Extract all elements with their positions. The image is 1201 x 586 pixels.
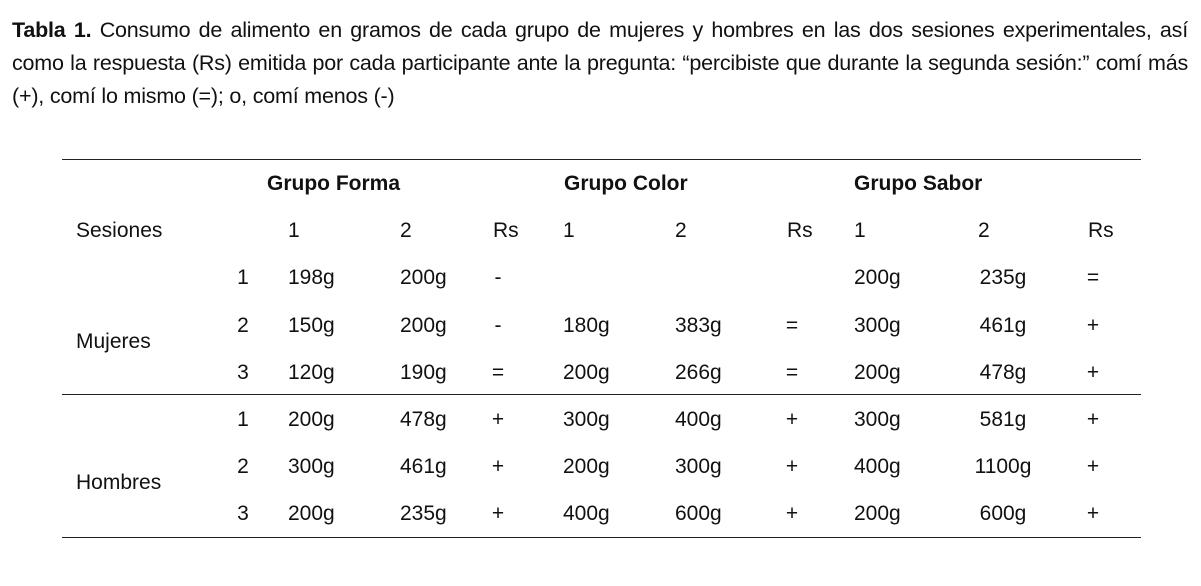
table-cell: 600g <box>675 502 722 525</box>
table-cell: + <box>491 455 505 478</box>
top-rule <box>62 159 1141 160</box>
table-cell: 200g <box>288 502 335 525</box>
table-cell: + <box>1086 314 1100 337</box>
table-cell: + <box>785 455 799 478</box>
table-cell: 478g <box>400 408 447 431</box>
table-cell: 478g <box>979 361 1027 384</box>
table-cell: 235g <box>979 266 1027 289</box>
table-cell: 200g <box>400 314 447 337</box>
participant-number: 2 <box>237 314 249 337</box>
table-cell: = <box>785 361 799 384</box>
column-subheader: 1 <box>854 219 866 242</box>
table-cell: 200g <box>854 266 901 289</box>
table-cell: 461g <box>979 314 1027 337</box>
table-cell: 400g <box>563 502 610 525</box>
column-subheader: 1 <box>288 219 300 242</box>
group-header-sabor: Grupo Sabor <box>854 172 983 195</box>
table-cell: + <box>1086 408 1100 431</box>
table-cell: 200g <box>563 361 610 384</box>
table-cell: 600g <box>979 502 1027 525</box>
table-cell: 200g <box>288 408 335 431</box>
participant-number: 1 <box>237 408 249 431</box>
table-cell: + <box>1086 361 1100 384</box>
table-cell: 200g <box>400 266 447 289</box>
table-cell: 200g <box>854 361 901 384</box>
participant-number: 1 <box>237 266 249 289</box>
column-subheader: 2 <box>400 219 412 242</box>
section-label: Hombres <box>76 471 162 494</box>
column-subheader: 1 <box>563 219 575 242</box>
table-cell: 383g <box>675 314 722 337</box>
participant-number: 3 <box>237 502 249 525</box>
table-cell: - <box>494 314 502 337</box>
caption-text: Consumo de alimento en gramos de cada gr… <box>12 18 1188 108</box>
table-cell: 198g <box>288 266 335 289</box>
participant-number: 2 <box>237 455 249 478</box>
column-subheader: Rs <box>493 219 519 242</box>
table-cell: 300g <box>675 455 722 478</box>
table-cell: 200g <box>563 455 610 478</box>
table-cell: + <box>491 408 505 431</box>
table-cell: + <box>785 408 799 431</box>
table-cell: - <box>494 266 502 289</box>
table-cell: 266g <box>675 361 722 384</box>
column-subheader: 2 <box>978 219 990 242</box>
table-cell: 235g <box>400 502 447 525</box>
table-cell: = <box>1086 266 1100 289</box>
table-cell: = <box>785 314 799 337</box>
table-cell: 150g <box>288 314 335 337</box>
table-cell: 400g <box>854 455 901 478</box>
table-caption: Tabla 1. Consumo de alimento en gramos d… <box>12 14 1188 113</box>
participant-number: 3 <box>237 361 249 384</box>
table-cell: 120g <box>288 361 335 384</box>
section-divider <box>62 394 1141 395</box>
table-cell: = <box>491 361 505 384</box>
table-cell: 180g <box>563 314 610 337</box>
table-cell: 300g <box>854 408 901 431</box>
table-cell: 300g <box>854 314 901 337</box>
group-header-color: Grupo Color <box>564 172 688 195</box>
sessions-label: Sesiones <box>76 219 163 242</box>
table-cell: 1100g <box>974 455 1032 478</box>
table-cell: + <box>1086 455 1100 478</box>
table-cell: + <box>491 502 505 525</box>
table-cell: 300g <box>563 408 610 431</box>
bottom-rule <box>62 537 1141 538</box>
section-label: Mujeres <box>76 330 151 353</box>
column-subheader: 2 <box>675 219 687 242</box>
table-cell: + <box>785 502 799 525</box>
table-cell: 300g <box>288 455 335 478</box>
table-cell: 190g <box>400 361 447 384</box>
table-cell: 200g <box>854 502 901 525</box>
table-cell: 400g <box>675 408 722 431</box>
column-subheader: Rs <box>787 219 813 242</box>
caption-label: Tabla 1. <box>12 18 92 42</box>
table-cell: + <box>1086 502 1100 525</box>
column-subheader: Rs <box>1088 219 1114 242</box>
table-cell: 461g <box>400 455 447 478</box>
group-header-forma: Grupo Forma <box>267 172 401 195</box>
table-cell: 581g <box>979 408 1027 431</box>
